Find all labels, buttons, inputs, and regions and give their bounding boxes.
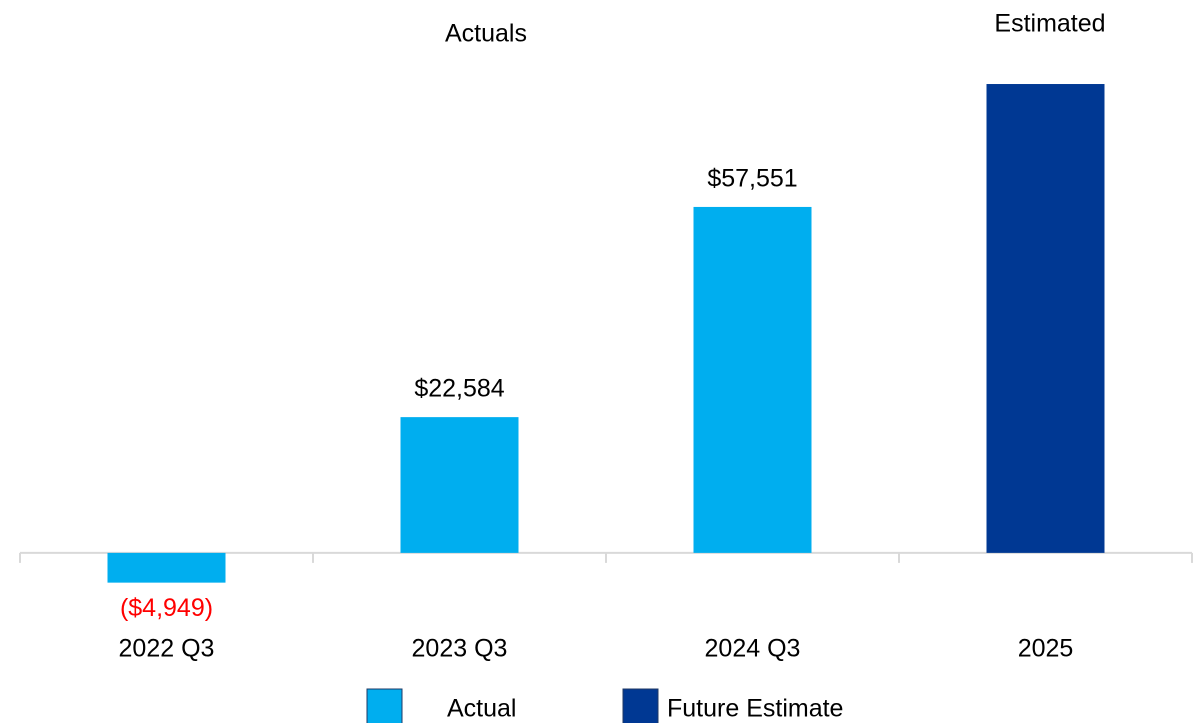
data-label: $22,584 <box>414 375 504 403</box>
legend-swatch <box>366 688 403 723</box>
legend-label: Actual <box>447 695 516 723</box>
x-tick-label: 2025 <box>1018 635 1074 663</box>
x-tick-label: 2024 Q3 <box>705 635 801 663</box>
data-label: $57,551 <box>707 165 797 193</box>
legend-swatch <box>622 688 659 723</box>
legend-label: Future Estimate <box>667 695 843 723</box>
data-label: ($4,949) <box>120 594 213 622</box>
bar <box>693 206 812 553</box>
x-tick-label: 2022 Q3 <box>119 635 215 663</box>
annotation: Actuals <box>445 20 527 48</box>
bar <box>107 552 226 583</box>
bar <box>400 417 519 553</box>
annotation: Estimated <box>994 10 1105 38</box>
bar <box>986 84 1105 553</box>
x-tick-label: 2023 Q3 <box>412 635 508 663</box>
